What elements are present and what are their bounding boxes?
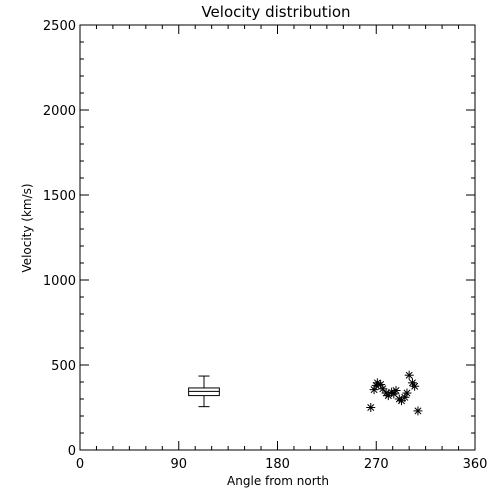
y-tick-label: 0 [68,444,76,459]
data-point [407,378,417,388]
x-axis-label: Angle from north [227,474,329,488]
data-point [404,370,414,380]
data-point [410,381,420,391]
x-tick-label: 90 [170,457,187,472]
y-axis-label: Velocity (km/s) [20,183,34,272]
y-tick-label: 1000 [43,274,76,289]
x-tick-label: 360 [463,457,488,472]
y-tick-label: 2500 [43,19,76,34]
x-tick-label: 270 [364,457,389,472]
data-point [413,406,423,416]
x-tick-label: 0 [76,457,84,472]
chart-title: Velocity distribution [201,3,350,21]
y-tick-label: 500 [51,359,76,374]
y-tick-label: 2000 [43,104,76,119]
x-tick-label: 180 [265,457,290,472]
data-point [366,403,376,412]
data-point [391,386,401,395]
y-tick-label: 1500 [43,189,76,204]
data-point [369,385,379,395]
data-point [402,388,412,398]
